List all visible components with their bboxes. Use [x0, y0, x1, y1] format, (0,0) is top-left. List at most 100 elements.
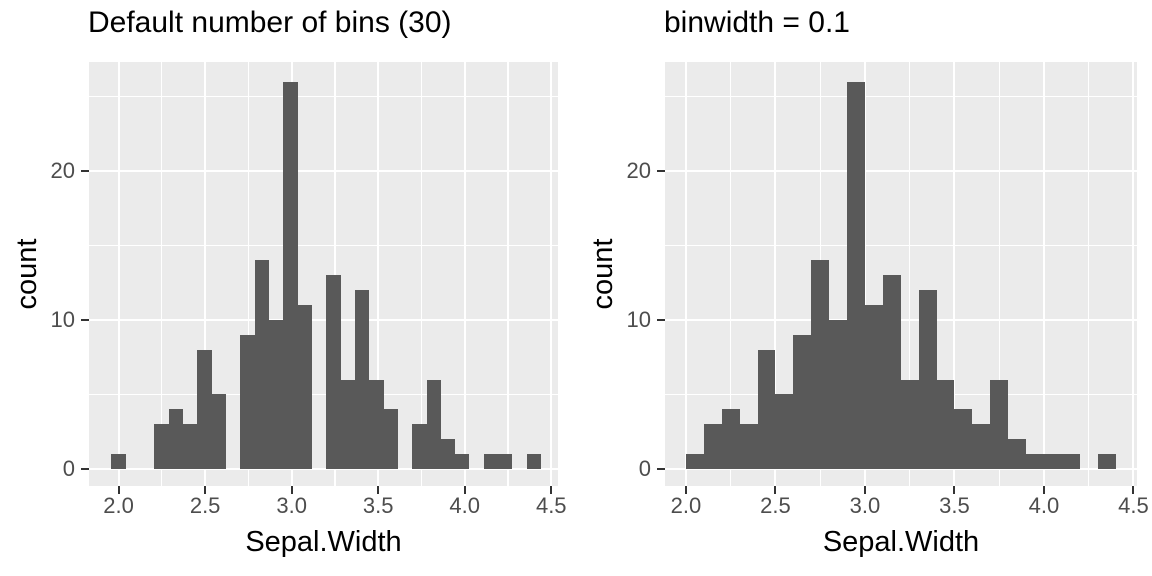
- histogram-bar: [369, 380, 384, 469]
- x-tick-mark: [550, 486, 553, 494]
- major-gridline-x: [1042, 62, 1045, 486]
- histogram-bar: [212, 394, 226, 469]
- minor-gridline-x: [420, 62, 423, 486]
- histogram-bar: [775, 394, 793, 469]
- histogram-bar: [704, 424, 722, 469]
- histogram-bar: [283, 82, 298, 469]
- histogram-bar: [937, 380, 954, 469]
- minor-gridline-x: [909, 62, 911, 486]
- y-tick-mark: [81, 468, 89, 470]
- major-gridline-x: [117, 62, 120, 486]
- histogram-bar: [740, 424, 758, 469]
- histogram-bar: [240, 335, 255, 469]
- major-gridline-x: [463, 62, 466, 486]
- minor-gridline-x: [507, 62, 509, 486]
- histogram-bar: [1026, 454, 1044, 469]
- histogram-bar: [811, 260, 829, 469]
- histogram-bar: [1008, 439, 1026, 469]
- histogram-bar: [326, 275, 341, 469]
- histogram-bar: [919, 290, 937, 469]
- histogram-bar: [847, 82, 865, 469]
- plot-panel: [89, 62, 558, 486]
- plot-title: binwidth = 0.1: [664, 6, 850, 39]
- major-gridline-y: [89, 468, 558, 470]
- major-gridline-x: [1132, 62, 1135, 486]
- x-tick-mark: [953, 486, 956, 494]
- minor-gridline-y: [89, 95, 558, 97]
- y-tick-label: 0: [62, 456, 75, 481]
- histogram-bar: [269, 320, 283, 469]
- x-tick-label: 2.0: [103, 493, 134, 518]
- major-gridline-x: [550, 62, 553, 486]
- x-tick-label: 3.5: [362, 493, 394, 518]
- x-tick-label: 3.0: [276, 493, 307, 518]
- x-tick-label: 2.5: [189, 493, 221, 518]
- histogram-bar: [412, 424, 427, 469]
- x-tick-label: 4.5: [1118, 493, 1149, 518]
- y-axis-title: count: [587, 238, 619, 310]
- x-tick-label: 3.5: [939, 493, 970, 518]
- histogram-bar: [197, 350, 212, 469]
- x-tick-label: 4.0: [449, 493, 481, 518]
- x-tick-label: 4.5: [535, 493, 567, 518]
- histogram-bar: [829, 320, 847, 469]
- minor-gridline-x: [161, 62, 163, 486]
- x-tick-mark: [684, 486, 687, 494]
- x-tick-mark: [1132, 486, 1135, 494]
- x-tick-mark: [463, 486, 466, 494]
- y-tick-label: 20: [50, 157, 75, 183]
- y-tick-label: 0: [638, 456, 651, 481]
- histogram-bar: [954, 409, 972, 469]
- major-gridline-x: [774, 62, 777, 486]
- histogram-bar: [686, 454, 704, 469]
- y-tick-mark: [81, 169, 89, 172]
- minor-gridline-x: [998, 62, 1000, 486]
- histogram-bar: [384, 409, 398, 469]
- histogram-bar: [1044, 454, 1062, 469]
- histogram-bar: [1098, 454, 1116, 469]
- y-tick-label: 10: [50, 306, 75, 332]
- histogram-bar: [427, 380, 441, 469]
- histogram-bar: [972, 424, 990, 469]
- y-tick-mark: [657, 318, 665, 321]
- major-gridline-y: [89, 318, 558, 321]
- x-tick-mark: [1042, 486, 1045, 494]
- major-gridline-x: [953, 62, 956, 486]
- histogram-bar: [758, 350, 775, 469]
- major-gridline-x: [204, 62, 207, 486]
- x-tick-mark: [863, 486, 866, 494]
- histogram-bar: [341, 380, 355, 469]
- major-gridline-x: [684, 62, 687, 486]
- minor-gridline-y: [89, 244, 558, 247]
- minor-gridline-x: [730, 62, 732, 486]
- histogram-bar: [169, 409, 183, 469]
- x-axis-title: Sepal.Width: [245, 526, 402, 558]
- histogram-bar: [154, 424, 169, 469]
- major-gridline-x: [377, 62, 380, 486]
- major-gridline-y: [665, 318, 1137, 321]
- histogram-bar: [455, 454, 469, 469]
- y-tick-mark: [657, 468, 665, 470]
- histogram-bar: [722, 409, 740, 469]
- y-tick-label: 20: [626, 157, 651, 183]
- major-gridline-y: [89, 169, 558, 172]
- x-tick-mark: [117, 486, 120, 494]
- x-tick-label: 4.0: [1028, 493, 1060, 518]
- histogram-bar: [1062, 454, 1080, 469]
- histogram-bar: [484, 454, 498, 469]
- minor-gridline-y: [665, 244, 1137, 247]
- y-tick-mark: [81, 318, 89, 321]
- histogram-bar: [793, 335, 811, 469]
- y-tick-label: 10: [626, 306, 651, 332]
- minor-gridline-x: [247, 62, 249, 486]
- histogram-bar: [990, 380, 1008, 469]
- x-tick-label: 2.5: [760, 493, 791, 518]
- x-tick-mark: [204, 486, 207, 494]
- histogram-bar: [183, 424, 197, 469]
- histogram-bar: [441, 439, 455, 469]
- histogram-bar: [527, 454, 541, 469]
- minor-gridline-x: [334, 62, 336, 486]
- x-tick-mark: [774, 486, 777, 494]
